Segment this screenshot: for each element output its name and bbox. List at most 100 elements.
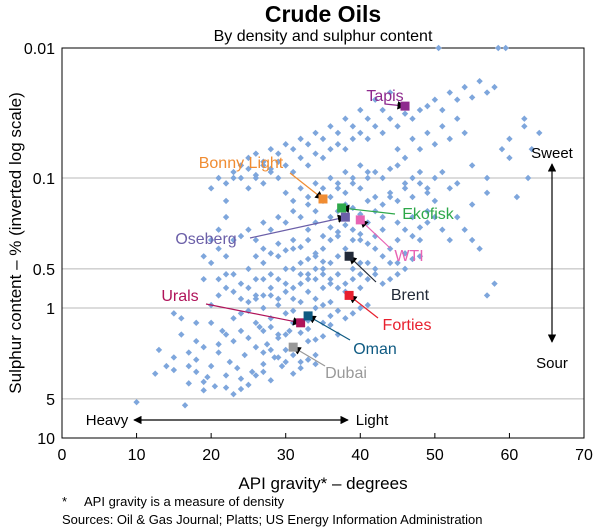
data-point — [215, 349, 222, 356]
data-point — [364, 174, 371, 182]
y-tick-label: 1 — [46, 301, 55, 318]
tapis-marker — [400, 101, 410, 111]
data-point — [386, 165, 394, 173]
data-point — [297, 135, 304, 143]
data-point — [289, 284, 297, 292]
data-point — [431, 213, 439, 221]
data-point — [435, 44, 442, 52]
data-point — [431, 96, 439, 103]
data-point — [260, 259, 267, 267]
data-point — [446, 89, 453, 96]
data-point — [312, 207, 319, 215]
data-point — [304, 141, 312, 148]
data-point — [334, 228, 342, 236]
data-point — [263, 341, 271, 348]
brent-label: Brent — [391, 287, 430, 304]
data-point — [193, 368, 200, 376]
data-point — [468, 94, 476, 101]
dubai-leader-line — [292, 346, 326, 367]
data-point — [245, 334, 252, 342]
data-point — [207, 319, 215, 327]
data-point — [222, 372, 230, 379]
data-point — [319, 258, 327, 265]
data-point — [334, 129, 342, 137]
data-point — [521, 115, 528, 122]
data-point — [312, 295, 319, 303]
data-point — [267, 284, 274, 292]
data-point — [237, 232, 245, 240]
data-point — [289, 197, 297, 205]
data-point — [342, 245, 349, 252]
data-point — [275, 331, 282, 338]
data-point — [349, 204, 357, 212]
data-point — [416, 145, 424, 153]
data-point — [237, 375, 245, 382]
data-point — [312, 265, 319, 273]
data-point — [207, 236, 215, 244]
data-point — [401, 185, 409, 192]
data-point — [245, 298, 252, 306]
data-point — [252, 343, 260, 351]
data-point — [304, 288, 312, 295]
data-point — [424, 219, 431, 226]
data-point — [133, 398, 140, 406]
data-point — [349, 123, 357, 130]
x-tick-label: 70 — [575, 447, 593, 464]
data-point — [327, 236, 334, 244]
data-point — [319, 301, 327, 309]
data-point — [230, 288, 237, 295]
oman-label: Oman — [353, 341, 397, 358]
data-point — [286, 327, 293, 335]
data-point — [275, 301, 282, 309]
data-point — [278, 362, 286, 370]
wti-label: WTI — [394, 248, 423, 265]
data-point — [256, 323, 263, 331]
data-point — [237, 295, 245, 303]
data-point — [152, 370, 159, 377]
data-point — [304, 226, 312, 233]
data-point — [394, 123, 401, 130]
data-point — [181, 402, 189, 409]
data-point — [260, 245, 267, 252]
urals-marker — [296, 318, 306, 328]
tapis-label: Tapis — [366, 88, 403, 105]
data-point — [416, 180, 424, 187]
data-point — [372, 271, 379, 278]
data-point — [319, 154, 327, 162]
data-point — [357, 271, 364, 278]
data-point — [401, 110, 409, 117]
data-point — [245, 185, 252, 192]
data-point — [222, 253, 230, 260]
data-point — [237, 162, 245, 169]
wti-marker — [355, 215, 365, 225]
data-point — [319, 333, 327, 340]
y-axis-label: Sulphur content – % (inverted log scale) — [6, 92, 25, 393]
data-point — [260, 360, 267, 368]
data-point — [222, 213, 230, 221]
data-point — [364, 168, 371, 176]
data-point — [409, 193, 416, 201]
data-point — [424, 102, 431, 110]
data-point — [207, 185, 215, 192]
heavy-label: Heavy — [86, 412, 129, 429]
data-point — [409, 255, 416, 263]
data-point — [163, 362, 170, 370]
oman-marker — [303, 311, 313, 321]
data-point — [170, 366, 178, 374]
data-point — [155, 346, 163, 354]
data-point — [319, 135, 327, 143]
data-point — [409, 115, 416, 122]
data-point — [289, 236, 297, 244]
data-point — [207, 259, 215, 267]
data-point — [260, 292, 267, 299]
y-tick-label: 0.5 — [33, 262, 55, 279]
data-point — [230, 168, 237, 176]
data-point — [267, 250, 274, 257]
data-point — [454, 96, 461, 103]
data-point — [304, 162, 312, 169]
data-point — [342, 115, 349, 122]
data-point — [424, 129, 431, 137]
data-point — [416, 224, 424, 231]
data-point — [327, 213, 334, 221]
data-point — [401, 180, 409, 187]
